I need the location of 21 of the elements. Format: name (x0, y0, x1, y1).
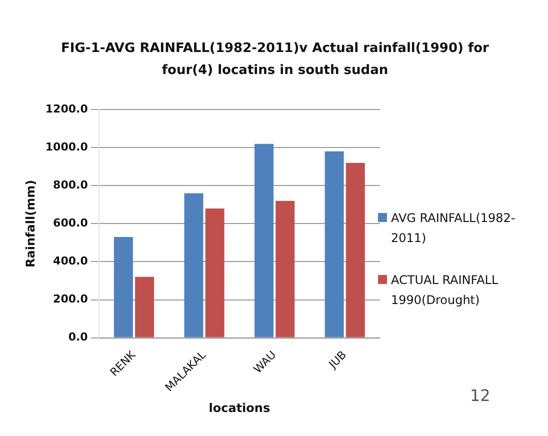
y-tick-label: 1200.0 (45, 102, 88, 116)
bar (346, 162, 365, 338)
chart-title: FIG-1-AVG RAINFALL(1982-2011)v Actual rainfall(1990) for four(4) locatins in south sudan (60, 40, 490, 80)
bar (254, 144, 274, 338)
y-tick-label: 200.0 (53, 292, 88, 306)
y-tick-label: 0.0 (68, 330, 88, 344)
y-axis-title: Rainfall(mm) (23, 180, 38, 268)
legend-label: ACTUAL RAINFALL 1990(Drought) (391, 272, 500, 309)
y-tick-label: 800.0 (53, 178, 88, 192)
bar (205, 208, 224, 338)
bar (276, 200, 295, 338)
text: 12 (470, 386, 490, 405)
y-tick-label: 600.0 (53, 216, 88, 230)
bar (114, 237, 133, 338)
bar (135, 276, 154, 338)
legend-label: AVG RAINFALL(1982-2011) (391, 210, 516, 247)
y-tick-label: 1000.0 (45, 140, 88, 154)
x-axis-title: locations (208, 400, 270, 415)
bar (184, 193, 204, 338)
y-tick-label: 400.0 (53, 254, 88, 268)
bar (324, 151, 344, 338)
